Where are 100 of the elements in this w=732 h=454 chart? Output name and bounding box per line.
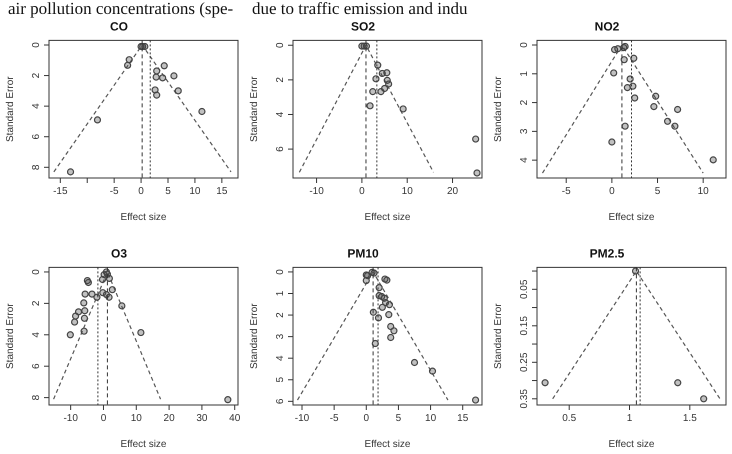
y-tick-label: 6 [30, 134, 42, 140]
x-tick-label: 5 [654, 186, 661, 197]
point [366, 102, 374, 110]
y-tick-label: 3 [274, 333, 286, 340]
point [473, 169, 481, 177]
x-tick-label: -15 [53, 186, 68, 197]
point [106, 274, 113, 282]
x-axis-title: Effect size [364, 438, 411, 450]
point [66, 168, 74, 176]
y-tick-label: 0 [274, 268, 286, 275]
x-tick-label: 10 [698, 186, 710, 197]
point [124, 62, 132, 69]
y-tick-label: 0 [30, 268, 42, 275]
y-tick-label: 3 [518, 128, 530, 134]
point [80, 299, 88, 306]
point [664, 118, 672, 125]
x-tick-label: -10 [309, 186, 324, 197]
y-tick-label: 6 [274, 398, 286, 404]
x-tick-label: -5 [110, 186, 120, 197]
x-tick-label: 0 [609, 186, 616, 197]
point [118, 302, 126, 310]
point [377, 88, 385, 96]
x-axis-title: Effect size [364, 212, 411, 223]
point [376, 284, 383, 292]
point [387, 334, 394, 342]
point [671, 122, 678, 130]
point [710, 156, 717, 164]
point [386, 301, 394, 308]
point [608, 138, 616, 146]
x-tick-label: 1.5 [682, 412, 698, 424]
point [650, 103, 658, 110]
chart-title: CO [110, 20, 128, 34]
point [126, 56, 133, 64]
y-tick-label: 1 [518, 70, 530, 77]
y-axis-title: Standard Error [492, 76, 504, 142]
x-tick-label: 15 [216, 186, 228, 197]
y-tick-label: 0.35 [518, 388, 530, 409]
x-axis-title: Effect size [608, 438, 655, 450]
chart-title: O3 [110, 246, 128, 261]
x-tick-label: 20 [164, 412, 176, 424]
chart-title: SO2 [350, 20, 376, 34]
y-axis-title: Standard Error [248, 302, 260, 369]
x-tick-label: 10 [130, 412, 142, 424]
point [88, 290, 96, 298]
y-tick-label: 0.05 [518, 279, 530, 300]
point [674, 106, 682, 114]
point [390, 327, 398, 334]
point [72, 312, 80, 320]
point [378, 304, 386, 311]
x-tick-label: 0 [138, 186, 144, 197]
y-tick-label: 4 [274, 354, 286, 361]
point [374, 62, 382, 69]
point [472, 396, 480, 404]
x-tick-label: 20 [446, 186, 459, 197]
y-tick-label: 6 [30, 362, 42, 369]
y-axis-title: Standard Error [248, 76, 260, 142]
point [630, 54, 638, 62]
y-axis-title: Standard Error [492, 302, 504, 369]
chart-title: PM10 [347, 246, 379, 261]
y-tick-label: 4 [30, 102, 42, 109]
y-tick-label: 1 [274, 290, 286, 296]
point [98, 276, 106, 284]
x-tick-label: 0 [364, 412, 370, 424]
point [153, 92, 160, 99]
point [80, 314, 88, 322]
y-tick-label: 4 [518, 156, 530, 163]
y-tick-label: 5 [274, 376, 286, 383]
x-tick-label: 30 [196, 412, 208, 424]
point [170, 72, 178, 80]
x-tick-label: 15 [457, 412, 469, 424]
x-tick-label: 0 [100, 412, 107, 424]
y-tick-label: 8 [30, 394, 42, 400]
point [624, 84, 631, 92]
y-tick-label: 0.25 [518, 352, 530, 372]
point [428, 368, 436, 375]
x-tick-label: 10 [189, 186, 201, 197]
point [383, 69, 390, 76]
y-tick-label: 2 [30, 300, 42, 306]
point [70, 318, 78, 326]
point [174, 87, 182, 94]
point [631, 94, 638, 102]
y-tick-label: 0 [518, 42, 530, 48]
point [674, 379, 682, 386]
text: due to traffic emission and indu [252, 0, 468, 18]
y-tick-label: 2 [274, 312, 286, 318]
y-tick-label: 2 [274, 76, 286, 83]
point [385, 311, 392, 318]
point [472, 135, 480, 143]
x-tick-label: -5 [562, 186, 572, 197]
point [153, 67, 160, 75]
point [372, 340, 379, 348]
x-tick-label: -10 [63, 412, 78, 424]
y-axis-title: Standard Error [4, 76, 16, 142]
point [224, 396, 232, 404]
x-axis-title: Effect size [120, 438, 167, 450]
x-axis-title: Effect size [120, 212, 167, 223]
y-tick-label: 4 [274, 111, 286, 118]
x-tick-label: -5 [330, 412, 340, 424]
point [400, 105, 407, 113]
x-tick-label: 10 [425, 412, 437, 424]
